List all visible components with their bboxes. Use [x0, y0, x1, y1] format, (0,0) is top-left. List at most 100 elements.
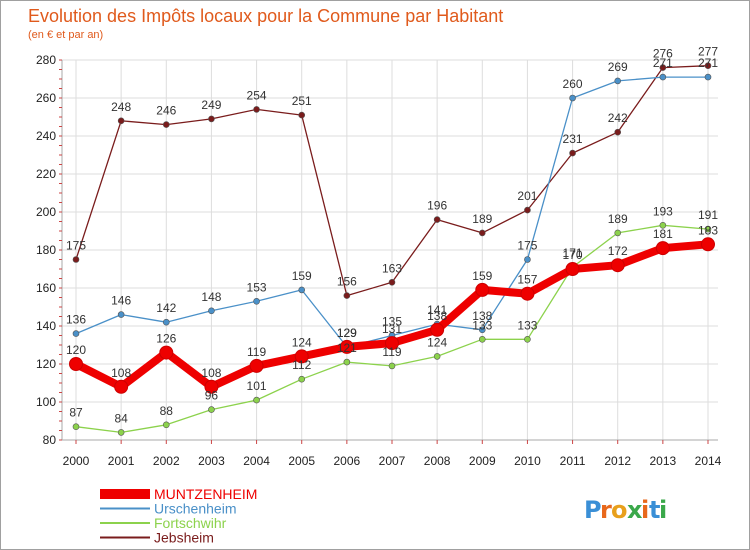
- data-label-fortschwihr: 189: [608, 212, 628, 226]
- data-label-fortschwihr: 191: [698, 208, 718, 222]
- data-label-jebsheim: 248: [111, 100, 131, 114]
- point-muntzenheim: [385, 336, 399, 351]
- point-jebsheim: [478, 229, 486, 237]
- point-muntzenheim: [159, 345, 174, 360]
- point-fortschwihr: [343, 358, 351, 366]
- data-label-urschenheim: 146: [111, 294, 131, 308]
- data-label-jebsheim: 249: [201, 98, 221, 112]
- x-tick-label: 2011: [560, 454, 586, 468]
- point-fortschwihr: [659, 222, 667, 229]
- point-fortschwihr: [253, 396, 260, 404]
- point-jebsheim: [72, 256, 80, 263]
- point-fortschwihr: [162, 421, 170, 429]
- point-muntzenheim: [114, 379, 129, 394]
- x-tick-label: 2008: [424, 454, 451, 468]
- point-urschenheim: [614, 77, 622, 85]
- data-label-jebsheim: 189: [472, 212, 492, 226]
- data-label-jebsheim: 196: [427, 199, 447, 213]
- data-label-fortschwihr: 88: [160, 404, 174, 418]
- y-tick-label: 100: [36, 395, 56, 409]
- data-label-urschenheim: 138: [472, 309, 492, 323]
- point-urschenheim: [478, 326, 486, 334]
- data-label-fortschwihr: 121: [337, 341, 357, 355]
- data-label-muntzenheim: 181: [653, 227, 673, 241]
- data-label-urschenheim: 271: [653, 56, 673, 70]
- point-muntzenheim: [520, 286, 535, 301]
- series-layer: [69, 62, 715, 436]
- point-jebsheim: [659, 64, 667, 71]
- data-label-muntzenheim: 131: [382, 322, 402, 336]
- data-label-fortschwihr: 124: [427, 335, 447, 349]
- axis-layer: 80 100 120 140 160 180 200 220 240 260 280 2000 2001…: [36, 53, 722, 468]
- point-fortschwihr: [433, 353, 441, 360]
- data-label-muntzenheim: 183: [698, 223, 718, 237]
- data-label-fortschwihr: 96: [205, 389, 219, 403]
- data-label-jebsheim: 231: [563, 132, 583, 146]
- x-tick-label: 2006: [334, 454, 361, 468]
- legend-label-urschenheim: Urschenheim: [154, 501, 236, 517]
- data-label-jebsheim: 277: [698, 45, 718, 59]
- data-label-urschenheim: 175: [517, 239, 537, 253]
- point-urschenheim: [162, 318, 170, 326]
- data-label-urschenheim: 142: [156, 301, 176, 315]
- point-urschenheim: [72, 330, 80, 337]
- point-fortschwihr: [388, 362, 396, 370]
- data-label-fortschwihr: 84: [114, 411, 128, 425]
- logo-letter: i: [641, 496, 649, 524]
- data-label-urschenheim: 271: [698, 56, 718, 70]
- point-muntzenheim: [655, 241, 670, 256]
- data-label-muntzenheim: 108: [201, 366, 221, 380]
- point-fortschwihr: [704, 225, 712, 233]
- data-label-fortschwihr: 119: [382, 345, 401, 359]
- point-muntzenheim: [475, 282, 490, 297]
- legend-label-fortschwihr: Fortschwihr: [154, 515, 227, 531]
- data-label-muntzenheim: 129: [337, 326, 357, 340]
- point-muntzenheim: [294, 349, 309, 364]
- data-label-jebsheim: 251: [292, 94, 312, 108]
- point-jebsheim: [117, 117, 125, 125]
- chart-title: Evolution des Impôts locaux pour la Comm…: [28, 6, 503, 26]
- x-tick-label: 2004: [243, 454, 270, 468]
- point-fortschwihr: [524, 335, 531, 343]
- y-tick-label: 80: [43, 433, 57, 447]
- legend-label-muntzenheim: MUNTZENHEIM: [154, 486, 257, 502]
- point-urschenheim: [208, 307, 215, 315]
- y-tick-label: 220: [36, 167, 56, 181]
- proxiti-logo: Pr o xi ti: [584, 496, 667, 524]
- point-fortschwihr: [208, 406, 215, 413]
- data-label-urschenheim: 260: [563, 77, 583, 91]
- y-tick-label: 160: [36, 281, 56, 295]
- data-label-urschenheim: 141: [427, 303, 447, 317]
- x-tick-label: 2002: [153, 454, 180, 468]
- x-tick-label: 2003: [198, 454, 225, 468]
- data-label-jebsheim: 163: [382, 261, 402, 275]
- data-label-muntzenheim: 172: [608, 244, 628, 258]
- logo-letter: i: [659, 496, 667, 524]
- point-urschenheim: [569, 94, 576, 102]
- data-label-urschenheim: 135: [382, 315, 402, 329]
- point-urschenheim: [704, 73, 712, 81]
- data-label-muntzenheim: 108: [111, 366, 131, 380]
- data-label-urschenheim: 148: [201, 290, 221, 304]
- data-label-jebsheim: 246: [156, 104, 176, 118]
- point-fortschwihr: [478, 335, 486, 343]
- legend-label-jebsheim: Jebsheim: [154, 530, 214, 546]
- data-label-fortschwihr: 87: [69, 406, 83, 420]
- y-tick-label: 260: [36, 91, 56, 105]
- y-tick-label: 180: [36, 243, 56, 257]
- data-label-muntzenheim: 157: [517, 273, 537, 287]
- data-label-fortschwihr: 171: [563, 246, 583, 260]
- y-tick-label: 140: [36, 319, 56, 333]
- logo-letter: x: [627, 496, 643, 524]
- point-jebsheim: [343, 292, 351, 299]
- point-muntzenheim: [701, 237, 715, 252]
- data-label-fortschwihr: 133: [517, 318, 537, 332]
- data-label-muntzenheim: 120: [66, 343, 86, 357]
- logo-letter: o: [611, 496, 628, 524]
- data-label-urschenheim: 129: [337, 326, 357, 340]
- point-jebsheim: [614, 128, 622, 136]
- point-jebsheim: [569, 149, 576, 157]
- y-tick-label: 280: [36, 53, 56, 67]
- data-label-muntzenheim: 138: [427, 309, 447, 323]
